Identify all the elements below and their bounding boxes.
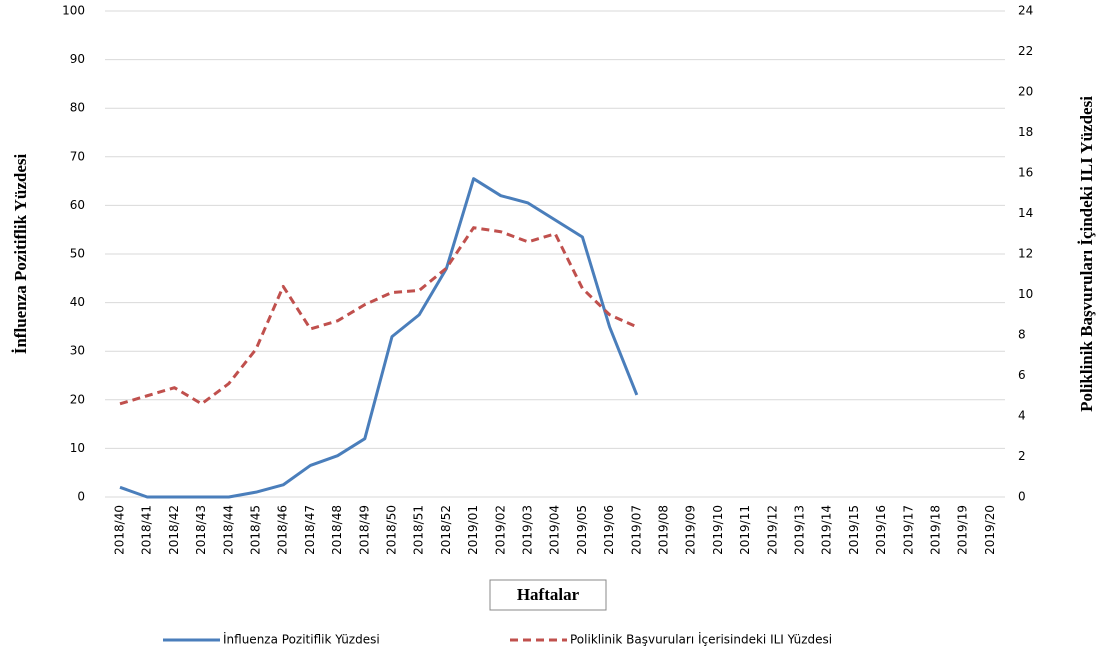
x-tick-label: 2019/04 — [548, 505, 562, 555]
x-tick-label: 2019/03 — [521, 505, 535, 555]
legend-label: Poliklinik Başvuruları İçerisindeki ILI … — [570, 632, 832, 647]
x-tick-label: 2018/48 — [330, 505, 344, 555]
y2-tick-label: 0 — [1018, 490, 1026, 504]
x-tick-label: 2019/15 — [847, 505, 861, 555]
x-tick-label: 2018/47 — [303, 505, 317, 555]
y2-axis-title: Poliklinik Başvuruları İçindeki ILI Yüzd… — [1077, 96, 1096, 412]
x-tick-label: 2018/49 — [357, 505, 371, 555]
x-tick-label: 2019/07 — [629, 505, 643, 555]
x-tick-label: 2019/06 — [602, 505, 616, 555]
y-tick-label: 40 — [70, 295, 85, 309]
y-tick-label: 90 — [70, 52, 85, 66]
x-tick-label: 2019/13 — [793, 505, 807, 555]
y2-tick-label: 20 — [1018, 85, 1033, 99]
x-tick-label: 2019/12 — [765, 505, 779, 555]
legend-label: İnfluenza Pozitiflik Yüzdesi — [223, 632, 380, 647]
x-tick-label: 2018/52 — [439, 505, 453, 555]
x-tick-label: 2019/19 — [956, 505, 970, 555]
y2-tick-label: 24 — [1018, 4, 1033, 18]
y-tick-label: 10 — [70, 441, 85, 455]
x-tick-label: 2018/41 — [140, 505, 154, 555]
x-tick-label: 2019/02 — [493, 505, 507, 555]
x-tick-label: 2019/17 — [901, 505, 915, 555]
x-tick-label: 2018/50 — [385, 505, 399, 555]
y2-tick-label: 2 — [1018, 449, 1026, 463]
y2-tick-label: 8 — [1018, 328, 1026, 342]
y-tick-label: 50 — [70, 247, 85, 261]
y2-tick-label: 4 — [1018, 409, 1026, 423]
y-tick-label: 0 — [77, 490, 85, 504]
y-axis-title: İnfluenza Pozitiflik Yüzdesi — [11, 153, 30, 354]
x-tick-label: 2019/14 — [820, 505, 834, 555]
y-tick-label: 100 — [62, 4, 85, 18]
y-tick-label: 30 — [70, 344, 85, 358]
x-tick-label: 2019/11 — [738, 505, 752, 555]
x-tick-label: 2018/44 — [221, 505, 235, 555]
x-title-box — [489, 579, 607, 611]
y2-tick-label: 10 — [1018, 287, 1033, 301]
y2-tick-label: 16 — [1018, 166, 1033, 180]
x-tick-label: 2018/45 — [249, 505, 263, 555]
x-tick-label: 2019/18 — [929, 505, 943, 555]
y2-tick-label: 6 — [1018, 368, 1026, 382]
x-tick-label: 2019/01 — [466, 505, 480, 555]
y2-tick-label: 18 — [1018, 125, 1033, 139]
y-tick-label: 20 — [70, 392, 85, 406]
y-tick-label: 70 — [70, 149, 85, 163]
x-tick-label: 2018/42 — [167, 505, 181, 555]
y-tick-label: 60 — [70, 198, 85, 212]
x-tick-label: 2018/51 — [412, 505, 426, 555]
x-tick-label: 2019/05 — [575, 505, 589, 555]
series-line — [119, 177, 639, 499]
series-line — [119, 226, 638, 406]
y2-tick-label: 12 — [1018, 247, 1033, 261]
y-tick-label: 80 — [70, 101, 85, 115]
x-tick-label: 2019/16 — [874, 505, 888, 555]
x-tick-label: 2018/40 — [113, 505, 127, 555]
x-axis-title: Haftalar — [517, 585, 580, 604]
y2-tick-label: 14 — [1018, 206, 1033, 220]
x-tick-label: 2019/08 — [657, 505, 671, 555]
y2-tick-label: 22 — [1018, 44, 1033, 58]
x-tick-label: 2019/20 — [983, 505, 997, 555]
x-tick-label: 2018/46 — [276, 505, 290, 555]
x-tick-label: 2019/10 — [711, 505, 725, 555]
x-tick-label: 2018/43 — [194, 505, 208, 555]
x-tick-label: 2019/09 — [684, 505, 698, 555]
